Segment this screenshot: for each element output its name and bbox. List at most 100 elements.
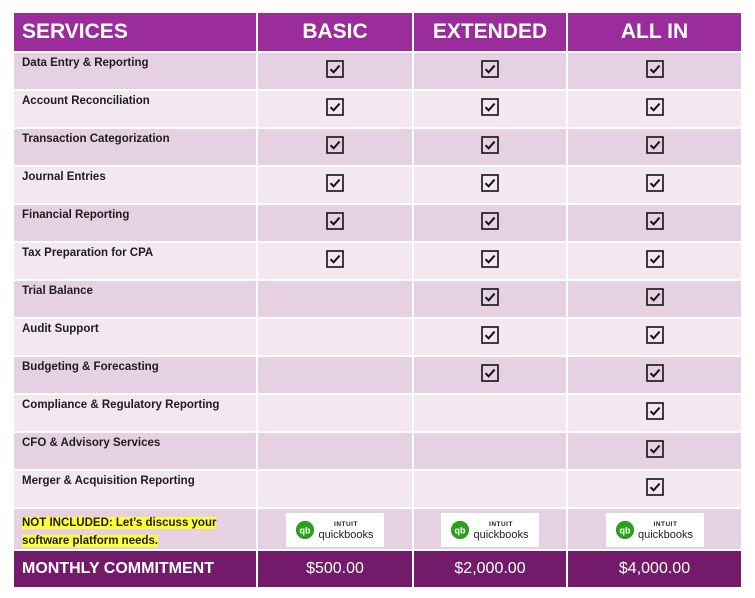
table-row: Journal Entries	[14, 167, 741, 203]
checked-box-icon	[481, 135, 499, 154]
extended-cell	[414, 433, 566, 469]
checked-box-icon	[481, 173, 499, 192]
basic-cell	[258, 167, 412, 203]
table-row: CFO & Advisory Services	[14, 433, 741, 469]
svg-text:qb: qb	[300, 525, 311, 535]
quickbooks-mark-icon: qb	[615, 520, 634, 539]
checked-box-icon	[645, 135, 664, 154]
service-name: CFO & Advisory Services	[14, 433, 256, 469]
basic-cell	[258, 53, 412, 89]
intuit-text: INTUIT	[653, 520, 678, 528]
all-in-cell	[568, 91, 741, 127]
extended-cell	[414, 357, 566, 393]
note-row: NOT INCLUDED: Let’s discuss your software…	[14, 509, 741, 549]
quickbooks-text: quickbooks	[637, 528, 694, 541]
quickbooks-mark-icon: qb	[296, 520, 315, 539]
service-name: Audit Support	[14, 319, 256, 355]
table-row: Trial Balance	[14, 281, 741, 317]
checked-box-icon	[645, 439, 664, 458]
quickbooks-text: quickbooks	[473, 528, 529, 541]
all-in-cell	[568, 53, 741, 89]
basic-cell	[258, 205, 412, 241]
checked-box-icon	[326, 135, 344, 154]
checked-box-icon	[326, 173, 344, 192]
all-in-cell	[568, 395, 741, 431]
basic-price: $500.00	[258, 551, 412, 587]
service-name: Tax Preparation for CPA	[14, 243, 256, 279]
checked-box-icon	[645, 211, 664, 230]
intuit-text: INTUIT	[334, 520, 358, 528]
checked-box-icon	[645, 97, 664, 116]
services-pricing-table: SERVICES BASIC EXTENDED ALL IN Data Entr…	[12, 11, 743, 589]
all-in-cell	[568, 129, 741, 165]
checked-box-icon	[481, 211, 499, 230]
all-in-cell	[568, 281, 741, 317]
service-name: Trial Balance	[14, 281, 256, 317]
header-row: SERVICES BASIC EXTENDED ALL IN	[14, 13, 741, 51]
service-name: Account Reconciliation	[14, 91, 256, 127]
checked-box-icon	[481, 97, 499, 116]
service-name: Budgeting & Forecasting	[14, 357, 256, 393]
quickbooks-mark-icon: qb	[451, 520, 470, 539]
service-name: Transaction Categorization	[14, 129, 256, 165]
all-in-cell	[568, 167, 741, 203]
note-cell: NOT INCLUDED: Let’s discuss your software…	[14, 509, 256, 549]
checked-box-icon	[326, 97, 344, 116]
not-included-note: NOT INCLUDED: Let’s discuss your software…	[22, 517, 217, 547]
table-row: Data Entry & Reporting	[14, 53, 741, 89]
quickbooks-text: quickbooks	[318, 528, 374, 541]
checked-box-icon	[481, 59, 499, 78]
checked-box-icon	[326, 59, 344, 78]
svg-text:qb: qb	[455, 525, 466, 535]
note-line-1: NOT INCLUDED: Let’s discuss your	[22, 517, 217, 529]
svg-text:qb: qb	[619, 525, 630, 535]
intuit-text: INTUIT	[489, 520, 513, 528]
table-row: Transaction Categorization	[14, 129, 741, 165]
all-in-cell	[568, 319, 741, 355]
basic-cell	[258, 91, 412, 127]
basic-cell	[258, 357, 412, 393]
extended-cell	[414, 91, 566, 127]
quickbooks-wordmark: INTUIT quickbooks	[318, 520, 374, 541]
extended-cell	[414, 243, 566, 279]
basic-cell	[258, 395, 412, 431]
table-row: Financial Reporting	[14, 205, 741, 241]
basic-cell	[258, 281, 412, 317]
service-name: Data Entry & Reporting	[14, 53, 256, 89]
service-rows: Data Entry & Reporting Account Reconcilia…	[14, 53, 741, 507]
basic-cell	[258, 243, 412, 279]
checked-box-icon	[645, 59, 664, 78]
note-line-2: software platform needs.	[22, 535, 159, 547]
checked-box-icon	[645, 173, 664, 192]
checked-box-icon	[481, 325, 499, 344]
table-row: Audit Support	[14, 319, 741, 355]
extended-cell	[414, 281, 566, 317]
table-row: Budgeting & Forecasting	[14, 357, 741, 393]
all-in-cell	[568, 243, 741, 279]
basic-cell	[258, 433, 412, 469]
quickbooks-logo: qb INTUIT quickbooks	[441, 512, 539, 547]
checked-box-icon	[645, 401, 664, 420]
extended-cell	[414, 129, 566, 165]
service-name: Journal Entries	[14, 167, 256, 203]
table-row: Account Reconciliation	[14, 91, 741, 127]
table-row: Compliance & Regulatory Reporting	[14, 395, 741, 431]
table-row: Tax Preparation for CPA	[14, 243, 741, 279]
all-in-cell	[568, 205, 741, 241]
checked-box-icon	[645, 287, 664, 306]
checked-box-icon	[481, 287, 499, 306]
extended-cell	[414, 205, 566, 241]
checked-box-icon	[645, 477, 664, 496]
quickbooks-wordmark: INTUIT quickbooks	[637, 520, 694, 541]
all-in-cell	[568, 471, 741, 507]
service-name: Financial Reporting	[14, 205, 256, 241]
footer-row: MONTHLY COMMITMENT $500.00 $2,000.00 $4,…	[14, 551, 741, 587]
basic-cell	[258, 471, 412, 507]
monthly-commitment-label: MONTHLY COMMITMENT	[14, 551, 256, 587]
extended-cell	[414, 319, 566, 355]
extended-price: $2,000.00	[414, 551, 566, 587]
service-name: Compliance & Regulatory Reporting	[14, 395, 256, 431]
extended-cell	[414, 53, 566, 89]
checked-box-icon	[481, 363, 499, 382]
all-in-price: $4,000.00	[568, 551, 741, 587]
